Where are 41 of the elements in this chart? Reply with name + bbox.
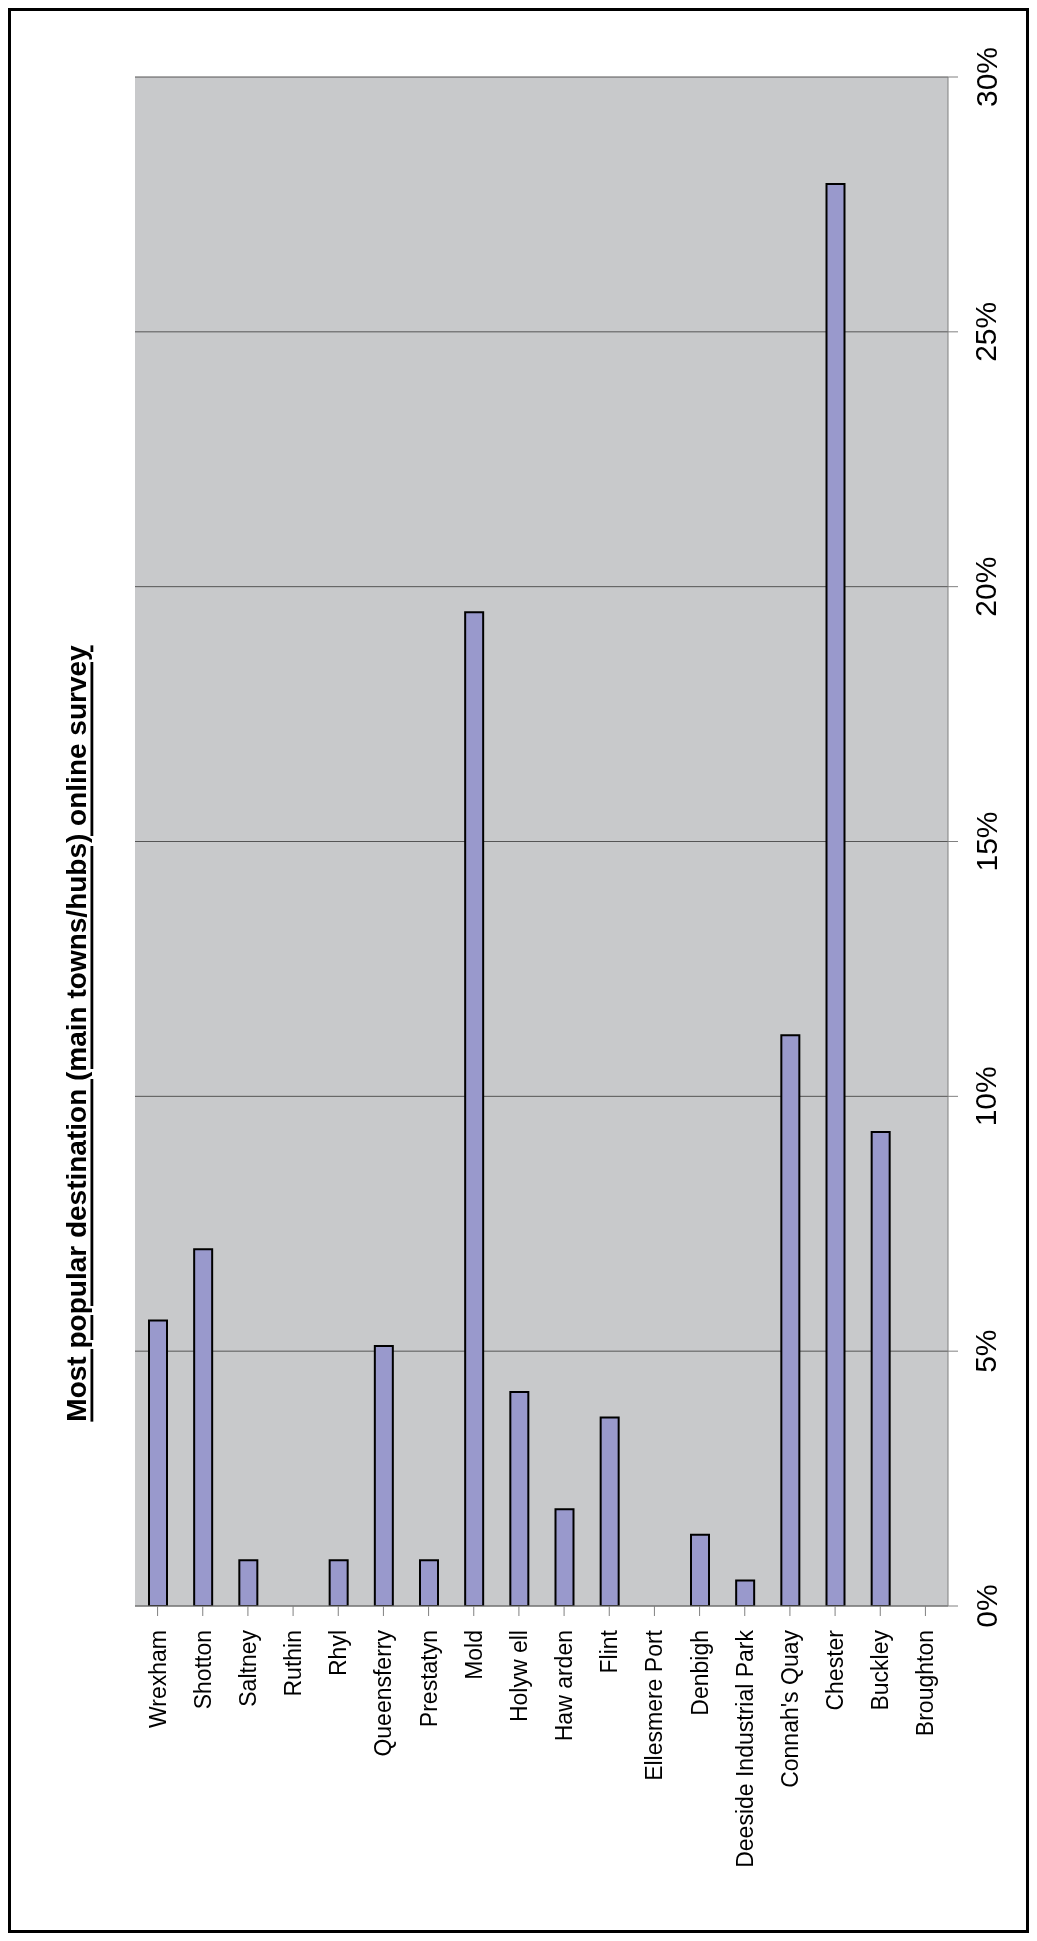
x-tick-label: Ruthin <box>280 1630 307 1697</box>
x-tick-label: Buckley <box>867 1629 894 1711</box>
bar <box>238 1559 259 1606</box>
x-tick-label: Prestatyn <box>415 1630 442 1728</box>
bar <box>780 1034 801 1606</box>
y-tick-label: 15% <box>969 811 1003 872</box>
x-tick-label: Rhyl <box>325 1630 352 1677</box>
x-tick-label: Mold <box>460 1630 487 1680</box>
x-tick-label: Flint <box>596 1629 623 1674</box>
y-tick-label: 5% <box>969 1329 1003 1373</box>
x-tick-label: Connah's Quay <box>776 1629 803 1788</box>
y-tick-label: 20% <box>969 556 1003 617</box>
bar <box>825 183 846 1606</box>
x-tick-label: Shotton <box>189 1630 216 1710</box>
x-tick-label: Queensferry <box>370 1629 397 1757</box>
y-tick-label: 10% <box>969 1066 1003 1127</box>
x-tick-label: Ellesmere Port <box>641 1629 668 1781</box>
bar <box>328 1559 349 1606</box>
y-tick-label: 30% <box>969 46 1003 108</box>
bar <box>509 1390 530 1606</box>
bar <box>599 1416 620 1606</box>
x-tick-label: Chester <box>822 1629 849 1711</box>
bar <box>870 1131 891 1606</box>
bar <box>464 611 485 1606</box>
bar <box>554 1508 575 1606</box>
x-tick-label: Haw arden <box>551 1630 578 1742</box>
bar <box>148 1319 168 1606</box>
text: Most popular destination (main towns/hubs) online survey <box>60 644 92 1422</box>
bar <box>690 1533 710 1606</box>
y-tick-label: 0% <box>969 1584 1003 1628</box>
bar <box>419 1559 439 1606</box>
x-tick-label: Wrexham <box>144 1630 171 1728</box>
x-tick-label: Saltney <box>234 1629 261 1707</box>
x-tick-label: Broughton <box>912 1630 939 1737</box>
bar <box>373 1345 394 1606</box>
bar <box>193 1248 214 1606</box>
x-tick-label: Deeside Industrial Park <box>731 1629 758 1868</box>
x-tick-label: Denbigh <box>686 1630 713 1716</box>
bar <box>735 1579 756 1606</box>
x-tick-label: Holyw ell <box>505 1630 532 1723</box>
y-tick-label: 25% <box>969 301 1003 362</box>
